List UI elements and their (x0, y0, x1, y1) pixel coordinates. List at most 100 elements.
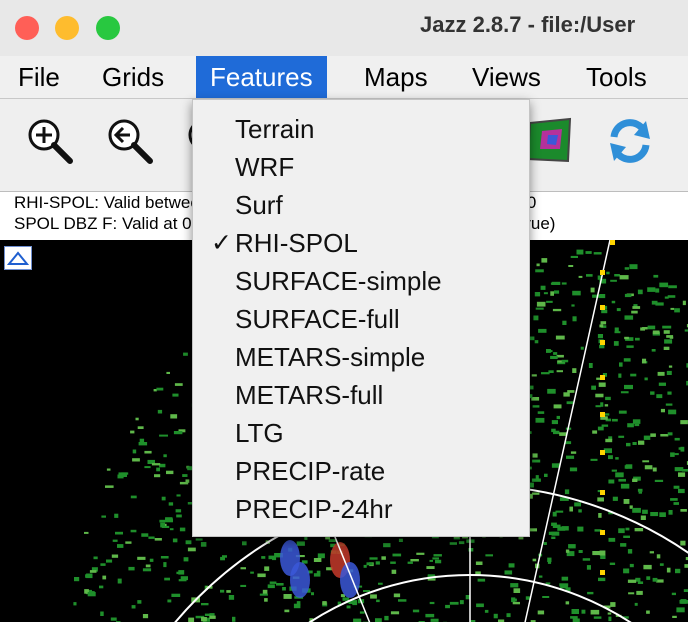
radar-echo (468, 548, 474, 552)
menu-item-surf[interactable]: Surf (235, 190, 283, 220)
radar-echo (618, 528, 625, 534)
radar-echo (624, 384, 633, 390)
refresh-icon[interactable] (602, 113, 658, 169)
menu-grids[interactable]: Grids (102, 62, 165, 92)
radar-echo (182, 474, 188, 477)
radar-echo (84, 589, 89, 594)
radar-echo (276, 583, 284, 586)
radar-echo (578, 509, 582, 513)
menu-file[interactable]: File (18, 62, 60, 92)
radar-echo (622, 616, 629, 619)
radar-echo (532, 492, 540, 495)
radar-echo (449, 601, 459, 605)
menu-item-precip-24hr[interactable]: PRECIP-24hr (235, 494, 393, 524)
radar-echo (342, 597, 350, 601)
menu-maps[interactable]: Maps (364, 62, 428, 92)
menu-item-rhi-spol[interactable]: ✓ RHI-SPOL (193, 224, 529, 262)
radar-echo (313, 573, 321, 577)
zoom-window-button[interactable] (96, 16, 120, 40)
radar-echo (642, 327, 648, 330)
radar-echo (187, 547, 196, 552)
radar-echo (556, 354, 564, 358)
radar-echo (614, 274, 620, 277)
radar-echo (267, 584, 275, 589)
radar-echo (536, 263, 540, 267)
radar-echo (551, 463, 560, 468)
close-window-button[interactable] (15, 16, 39, 40)
radar-echo (435, 559, 442, 564)
radar-echo (201, 617, 207, 622)
radar-echo (130, 430, 135, 434)
radar-echo (559, 432, 567, 436)
radar-echo (571, 609, 579, 614)
radar-echo (131, 605, 136, 609)
radar-echo (663, 330, 670, 334)
radar-echo (680, 509, 687, 512)
radar-echo (144, 450, 152, 454)
radar-echo (603, 448, 612, 454)
radar-echo (453, 536, 460, 540)
menu-item-terrain[interactable]: Terrain (235, 114, 315, 144)
radar-echo (628, 592, 635, 595)
radar-echo (274, 553, 283, 558)
radar-echo (634, 423, 640, 427)
radar-echo (560, 586, 568, 589)
menu-item-metars-simple[interactable]: METARS-simple (235, 342, 426, 372)
radar-echo (425, 613, 435, 618)
menu-item-surface-simple[interactable]: SURFACE-simple (235, 266, 442, 296)
menu-item-ltg[interactable]: LTG (235, 418, 284, 448)
radar-echo (220, 589, 225, 593)
radar-echo (599, 278, 607, 284)
radar-echo (269, 581, 277, 584)
radar-echo (570, 255, 578, 258)
collapse-button[interactable] (4, 246, 32, 270)
menu-item-wrf[interactable]: WRF (235, 152, 295, 182)
radar-echo (283, 594, 292, 599)
radar-echo (569, 467, 578, 472)
radar-echo (570, 451, 577, 454)
minimize-window-button[interactable] (55, 16, 79, 40)
radar-echo (660, 434, 669, 437)
menu-features[interactable]: Features (196, 56, 327, 98)
menu-views[interactable]: Views (472, 62, 541, 92)
radar-echo (637, 488, 643, 492)
radar-echo (240, 567, 246, 570)
radar-echo (633, 304, 638, 308)
radar-echo (602, 373, 607, 377)
radar-echo (637, 581, 644, 584)
radar-echo (410, 559, 419, 562)
radar-echo (586, 565, 591, 570)
radar-echo (642, 509, 648, 514)
radar-echo (167, 599, 172, 603)
menu-item-metars-full[interactable]: METARS-full (235, 380, 384, 410)
radar-echo (532, 459, 541, 463)
radar-echo (547, 557, 552, 562)
zoom-in-icon[interactable] (22, 113, 78, 169)
radar-echo (593, 252, 602, 255)
radar-echo (328, 539, 337, 542)
radar-echo (178, 429, 186, 433)
radar-echo (166, 470, 174, 475)
radar-echo (652, 577, 658, 582)
radar-echo (85, 574, 89, 578)
radar-echo (655, 288, 660, 293)
menu-item-precip-rate[interactable]: PRECIP-rate (235, 456, 386, 486)
radar-echo (650, 433, 656, 437)
radar-echo (531, 374, 537, 377)
radar-echo (616, 308, 621, 312)
radar-echo (532, 453, 538, 458)
menu-item-surface-full[interactable]: SURFACE-full (235, 304, 400, 334)
radar-echo (634, 602, 638, 606)
grid-layers-icon[interactable] (522, 113, 578, 169)
radar-echo (185, 540, 192, 545)
radar-echo (561, 282, 567, 285)
radar-echo (426, 566, 435, 569)
radar-echo (537, 610, 545, 615)
menu-tools[interactable]: Tools (586, 62, 647, 92)
zoom-back-icon[interactable] (102, 113, 158, 169)
radar-echo (597, 275, 602, 280)
radar-echo (204, 613, 211, 616)
window-title: Jazz 2.8.7 - file:/User (420, 12, 636, 37)
radar-echo (128, 566, 135, 571)
radar-echo (561, 576, 569, 581)
